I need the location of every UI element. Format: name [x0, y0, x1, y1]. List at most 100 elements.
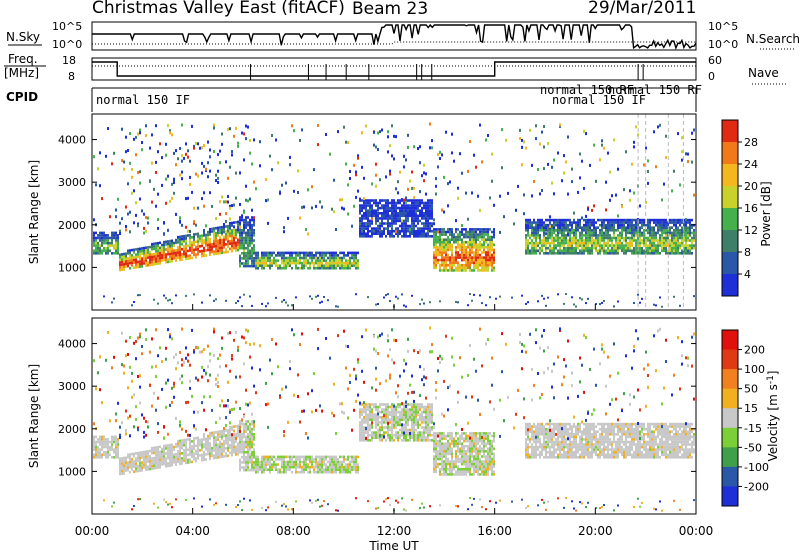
range-gate-cell [377, 219, 379, 223]
range-gate-cell [635, 239, 637, 242]
range-gate-cell [591, 234, 593, 237]
range-gate-cell [197, 454, 199, 457]
range-gate-cell [541, 221, 543, 224]
range-gate-cell [229, 247, 231, 251]
velocity-heatmap [93, 326, 695, 512]
range-gate-cell [95, 236, 97, 240]
range-gate-cell [195, 436, 197, 440]
range-gate-cell [691, 231, 693, 235]
range-gate-cell [153, 260, 155, 263]
range-gate-cell [175, 238, 177, 242]
range-gate-cell [583, 246, 585, 250]
range-gate-cell [303, 470, 305, 474]
range-gate-cell [635, 125, 637, 129]
range-gate-cell [433, 261, 435, 264]
range-gate-cell [653, 229, 655, 232]
range-gate-cell [225, 248, 227, 251]
range-gate-cell [157, 448, 159, 451]
range-gate-cell [329, 465, 331, 469]
range-gate-cell [367, 235, 369, 238]
cpid-label: CPID [6, 90, 38, 104]
range-gate-cell [291, 465, 293, 469]
range-gate-cell [259, 344, 261, 348]
range-gate-cell [435, 238, 437, 241]
range-gate-cell [255, 455, 257, 459]
range-gate-cell [625, 229, 627, 232]
range-gate-cell [291, 470, 293, 474]
range-gate-cell [327, 460, 329, 464]
range-gate-cell [521, 163, 523, 167]
range-gate-cell [221, 243, 223, 247]
range-gate-cell [235, 241, 237, 244]
range-gate-cell [243, 264, 245, 268]
range-gate-cell [109, 249, 111, 253]
range-gate-cell [539, 236, 541, 240]
range-gate-cell [297, 458, 299, 461]
range-gate-cell [221, 429, 223, 433]
range-gate-cell [205, 233, 207, 237]
range-gate-cell [627, 241, 629, 245]
range-gate-cell [469, 269, 471, 272]
range-gate-cell [315, 256, 317, 260]
range-gate-cell [117, 401, 119, 405]
range-gate-cell [529, 223, 531, 227]
range-gate-cell [425, 192, 427, 196]
range-gate-cell [639, 226, 641, 229]
range-gate-cell [103, 440, 105, 444]
range-gate-cell [103, 438, 105, 441]
range-gate-cell [121, 260, 123, 264]
range-gate-cell [563, 236, 565, 240]
range-gate-cell [169, 448, 171, 452]
range-gate-cell [411, 204, 413, 207]
range-gate-cell [401, 206, 403, 210]
range-gate-cell [669, 229, 671, 232]
range-gate-cell [391, 201, 393, 205]
range-gate-cell [477, 246, 479, 249]
range-gate-cell [321, 458, 323, 461]
range-gate-cell [449, 256, 451, 259]
range-gate-cell [175, 251, 177, 255]
range-gate-cell [671, 231, 673, 235]
range-gate-cell [557, 151, 559, 155]
range-gate-cell [167, 228, 169, 232]
range-gate-cell [115, 419, 117, 423]
range-gate-cell [589, 221, 591, 224]
range-gate-cell [269, 358, 271, 362]
range-gate-cell [439, 233, 441, 236]
range-gate-cell [167, 124, 169, 128]
range-gate-cell [203, 395, 205, 399]
range-gate-cell [399, 229, 401, 233]
range-gate-cell [193, 206, 195, 210]
range-gate-cell [171, 461, 173, 464]
range-gate-cell [169, 244, 171, 248]
range-gate-cell [111, 301, 113, 304]
colorbar-swatch [722, 164, 738, 187]
range-gate-cell [549, 252, 551, 255]
range-gate-cell [183, 441, 185, 445]
range-gate-cell [245, 198, 247, 202]
range-gate-cell [471, 261, 473, 264]
range-gate-cell [173, 257, 175, 260]
range-gate-cell [205, 458, 207, 461]
range-gate-cell [437, 240, 439, 244]
range-gate-cell [95, 443, 97, 446]
range-gate-cell [651, 246, 653, 250]
range-gate-cell [249, 231, 251, 235]
range-gate-cell [357, 154, 359, 158]
range-gate-cell [149, 250, 151, 254]
range-gate-cell [533, 226, 535, 229]
range-gate-cell [317, 294, 319, 297]
range-gate-cell [475, 253, 477, 257]
range-gate-cell [149, 179, 151, 183]
range-gate-cell [635, 249, 637, 253]
range-gate-cell [609, 239, 611, 242]
range-gate-cell [319, 254, 321, 257]
range-gate-cell [491, 253, 493, 257]
range-gate-cell [135, 263, 137, 267]
range-gate-cell [315, 254, 317, 257]
range-gate-cell [247, 433, 249, 436]
range-gate-cell [311, 254, 313, 257]
range-gate-cell [377, 204, 379, 207]
range-gate-cell [483, 233, 485, 236]
